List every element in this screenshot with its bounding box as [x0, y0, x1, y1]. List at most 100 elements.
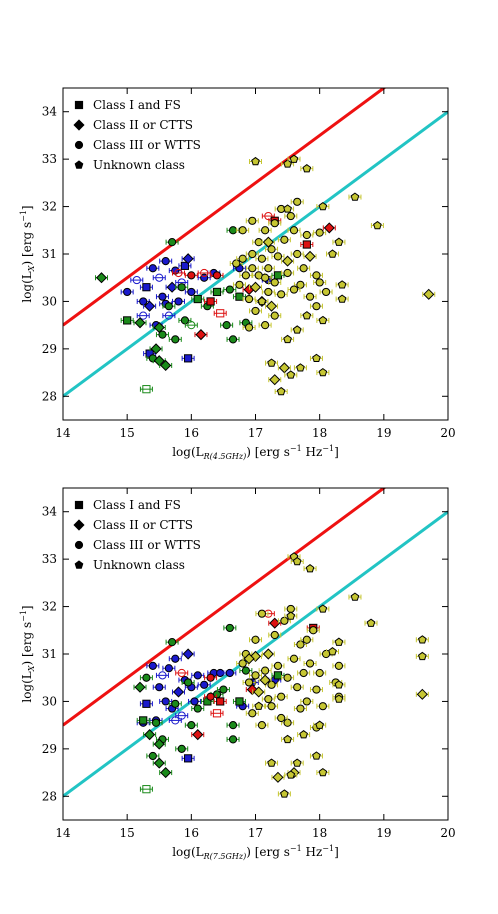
data-point: [312, 353, 321, 363]
y-axis-label-part: ]: [20, 205, 34, 210]
legend-label: Class I and FS: [93, 498, 181, 512]
data-point: [251, 156, 260, 166]
data-point: [302, 240, 311, 249]
x-axis-label-part: ) [erg s: [246, 445, 290, 459]
data-point: [161, 257, 170, 266]
data-point: [334, 694, 344, 703]
data-point: [238, 226, 247, 235]
data-point: [257, 296, 267, 306]
y-tick-label: 29: [42, 342, 57, 356]
y-axis-label: log(LX) [erg s−1]: [19, 605, 36, 702]
data-point: [286, 370, 296, 379]
data-point: [267, 245, 276, 254]
data-point: [261, 226, 270, 235]
data-point: [302, 164, 312, 173]
data-point: [270, 311, 279, 320]
data-point: [174, 297, 183, 306]
data-point: [228, 721, 238, 730]
data-point: [305, 564, 315, 573]
data-point: [296, 363, 305, 372]
data-point: [417, 635, 427, 644]
chart-panel-2: 14 15 16 17 18 19 2028293031323334log(LR(7.5GH…: [19, 487, 456, 861]
data-point: [244, 678, 254, 687]
y-tick-label: 32: [42, 200, 57, 214]
data-point: [142, 785, 151, 794]
data-point: [267, 758, 276, 767]
data-point: [139, 716, 148, 725]
x-tick-label: 19: [376, 826, 391, 840]
x-tick-label: 19: [376, 426, 391, 440]
data-point: [253, 686, 265, 698]
x-axis-label-part: ) [erg s: [246, 845, 290, 859]
data-point: [267, 358, 276, 367]
data-point: [225, 285, 234, 294]
data-point: [206, 673, 215, 682]
data-point: [272, 771, 284, 783]
data-series: [175, 609, 320, 741]
data-point: [283, 334, 292, 344]
y-axis-label-sup: −1: [19, 610, 28, 622]
data-point: [177, 668, 186, 678]
data-point: [193, 294, 202, 304]
y-tick-label: 34: [42, 105, 58, 119]
data-series: [136, 648, 282, 763]
data-point: [292, 758, 302, 767]
data-point: [216, 309, 225, 318]
data-point: [264, 287, 273, 297]
data-point: [321, 287, 331, 297]
y-axis-label-part: ) [erg s: [20, 222, 34, 266]
data-point: [142, 673, 151, 682]
data-point: [261, 666, 270, 675]
data-point: [251, 671, 260, 680]
x-tick-label: 14: [55, 426, 71, 440]
data-point: [262, 648, 274, 660]
y-tick-label: 30: [42, 294, 57, 308]
x-tick-label: 20: [440, 826, 455, 840]
data-series: [229, 154, 436, 396]
data-point: [228, 335, 238, 344]
data-point: [244, 294, 254, 304]
data-point: [278, 362, 290, 374]
data-point: [184, 754, 193, 763]
legend-marker: [73, 119, 85, 131]
data-point: [304, 250, 316, 262]
data-point: [251, 306, 260, 316]
x-tick-label: 17: [248, 826, 263, 840]
data-point: [302, 697, 311, 706]
x-axis-label-part: log(L: [172, 845, 203, 859]
data-point: [158, 671, 167, 680]
x-axis-label-part: log(L: [172, 445, 203, 459]
data-point: [293, 197, 302, 206]
data-point: [337, 280, 347, 289]
data-point: [292, 556, 302, 566]
legend-marker: [74, 560, 84, 569]
data-point: [264, 264, 273, 273]
data-point: [95, 272, 108, 284]
data-point: [350, 592, 360, 601]
data-point: [296, 704, 305, 713]
data-point: [273, 661, 283, 670]
data-point: [265, 300, 278, 312]
data-point: [334, 637, 344, 646]
x-tick-label: 15: [120, 826, 135, 840]
y-axis-label-sub: X: [27, 265, 36, 272]
data-point: [241, 666, 250, 675]
y-tick-label: 32: [42, 600, 57, 614]
data-point: [334, 661, 344, 670]
data-point: [150, 343, 162, 355]
y-tick-label: 28: [42, 389, 57, 403]
data-point: [222, 321, 231, 330]
data-point: [289, 226, 299, 235]
data-point: [248, 709, 257, 718]
data-point: [280, 789, 289, 798]
x-axis-label-part: Hz: [302, 445, 323, 459]
data-point: [312, 751, 321, 760]
data-point: [151, 718, 161, 727]
data-point: [171, 654, 180, 663]
data-point: [248, 216, 257, 225]
y-tick-label: 33: [42, 552, 57, 566]
data-point: [212, 287, 222, 297]
data-point: [312, 685, 321, 694]
data-point: [228, 226, 238, 235]
